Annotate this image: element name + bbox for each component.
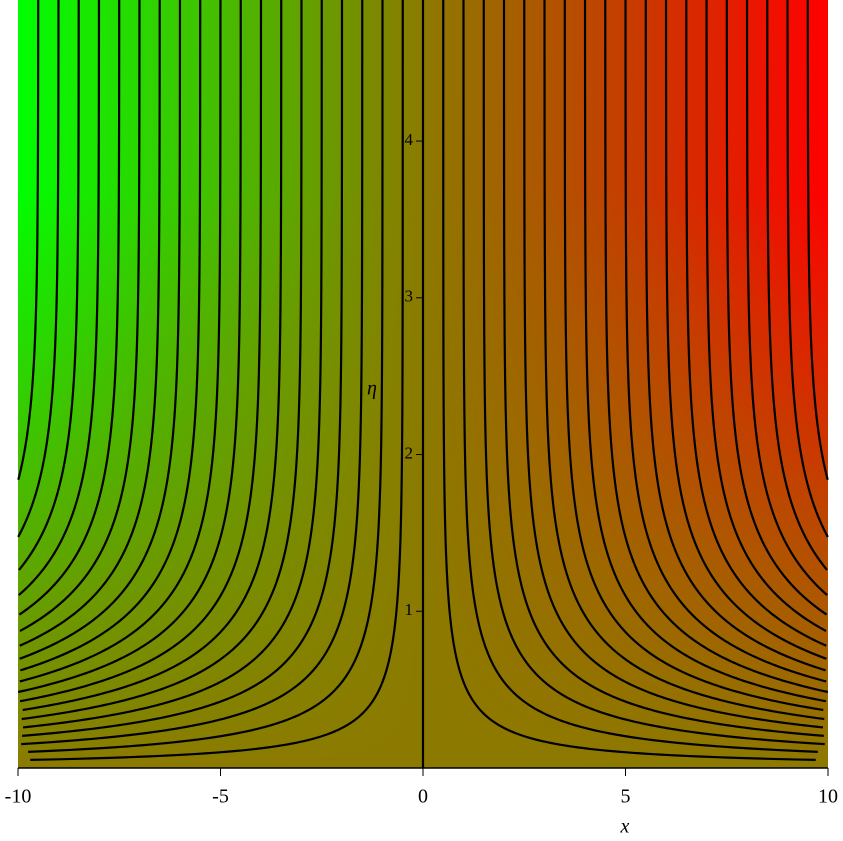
contour-line bbox=[17, 0, 60, 538]
y-axis-label: η bbox=[367, 378, 377, 400]
contour-line bbox=[786, 0, 829, 538]
contour-line bbox=[21, 0, 364, 746]
contour-line bbox=[17, 0, 242, 694]
contour-line bbox=[18, 0, 101, 596]
contour-line bbox=[806, 0, 829, 481]
contour-line bbox=[482, 0, 825, 746]
contour-line bbox=[19, 0, 161, 647]
contour-line bbox=[624, 0, 827, 683]
contour-line bbox=[22, 0, 283, 712]
contour-line bbox=[18, 0, 80, 571]
y-tick-label: 4 bbox=[405, 130, 414, 149]
contour-line bbox=[563, 0, 824, 712]
y-tick-label: 1 bbox=[405, 600, 414, 619]
contour-line bbox=[543, 0, 825, 721]
contour-line bbox=[664, 0, 827, 660]
contour-line bbox=[745, 0, 828, 596]
y-tick-label: 2 bbox=[405, 443, 414, 462]
contour-line bbox=[19, 0, 222, 683]
contour-line bbox=[583, 0, 827, 703]
contour-line bbox=[22, 0, 344, 737]
x-tick-label: 0 bbox=[418, 786, 428, 808]
contour-line bbox=[17, 0, 40, 481]
contour-line bbox=[604, 0, 829, 694]
contour-line bbox=[19, 0, 182, 660]
x-axis-label: x bbox=[620, 816, 630, 838]
contour-line bbox=[725, 0, 828, 616]
x-tick-label: -5 bbox=[212, 786, 229, 808]
contour-line bbox=[18, 0, 121, 616]
contour-line bbox=[442, 0, 816, 762]
contour-line bbox=[502, 0, 824, 737]
contour-line bbox=[22, 0, 323, 729]
y-tick-label: 3 bbox=[405, 287, 414, 306]
contour-line bbox=[21, 0, 303, 721]
contour-line bbox=[19, 0, 141, 632]
contour-line bbox=[523, 0, 824, 729]
contour-line bbox=[20, 0, 202, 672]
contour-line bbox=[28, 0, 384, 753]
x-tick-label: 10 bbox=[818, 786, 838, 808]
contour-line bbox=[19, 0, 263, 703]
contour-line bbox=[30, 0, 404, 762]
contour-line bbox=[644, 0, 826, 672]
contour-line bbox=[766, 0, 828, 571]
x-tick-label: 5 bbox=[621, 786, 631, 808]
contour-line bbox=[462, 0, 818, 753]
x-tick-label: -10 bbox=[5, 786, 32, 808]
contour-line bbox=[705, 0, 827, 632]
contour-line bbox=[685, 0, 827, 647]
